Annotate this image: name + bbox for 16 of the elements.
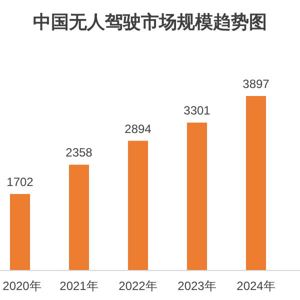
data-label: 3301 — [184, 104, 211, 118]
chart-title: 中国无人驾驶市场规模趋势图 — [33, 12, 267, 32]
x-tick-label: 2022年 — [118, 279, 158, 293]
x-tick-label: 2024年 — [236, 279, 276, 293]
x-tick-label: 2020年 — [2, 279, 42, 293]
bar — [187, 122, 207, 270]
bar — [246, 96, 266, 270]
data-label: 1702 — [6, 175, 34, 190]
data-label: 3897 — [242, 77, 270, 91]
x-tick-label: 2023年 — [178, 279, 216, 293]
bar — [69, 164, 89, 270]
x-tick-label: 2021年 — [60, 279, 98, 293]
bar — [10, 194, 30, 270]
bar — [128, 140, 148, 270]
data-label: 2358 — [66, 146, 93, 160]
data-label: 2894 — [124, 122, 152, 136]
